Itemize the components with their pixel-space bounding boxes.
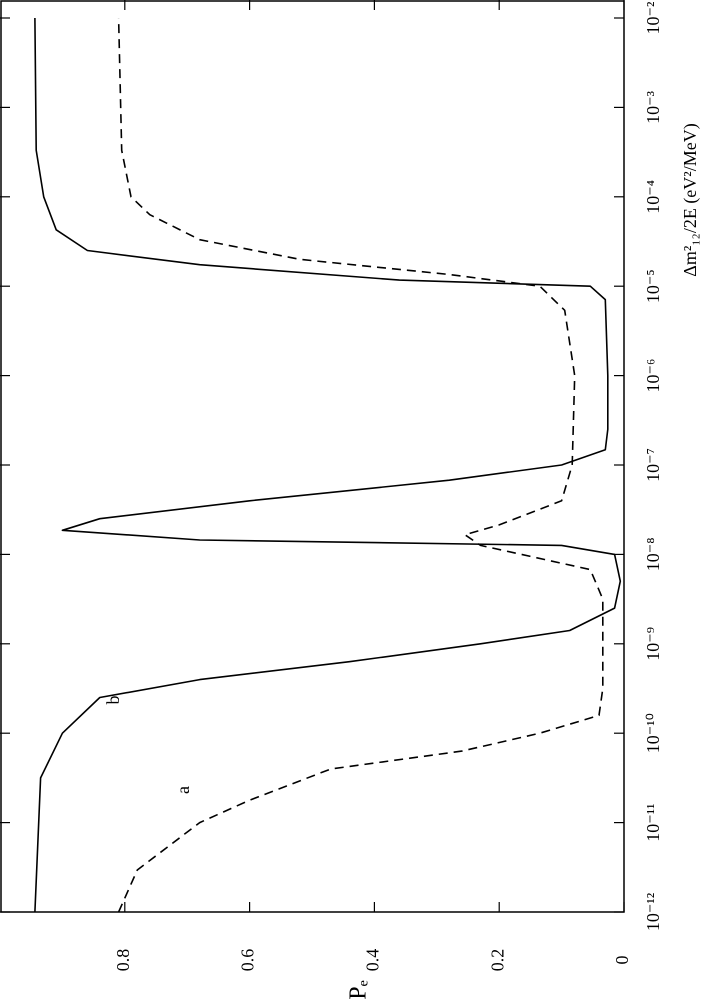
y-tick-label: 0.6 [238,949,258,972]
x-tick-label: 10⁻⁷ [643,448,663,482]
x-tick-label: 10⁻⁴ [643,180,663,214]
x-tick-label: 10⁻¹² [643,893,663,931]
curve-label: a [173,786,193,794]
x-tick-label: 10⁻¹⁰ [643,713,663,753]
x-axis-label: Δm²₁₂/2E (eV²/MeV) [680,123,701,276]
x-tick-label: 10⁻⁹ [643,627,663,661]
plot-frame [0,0,625,913]
data-line [117,17,604,913]
y-axis-label: Pₑ [346,980,372,1000]
x-tick-label: 10⁻⁸ [643,538,663,572]
x-tick-label: 10⁻² [643,2,663,35]
y-tick-label: 0 [612,956,632,965]
y-tick-label: 0.2 [487,949,507,972]
data-line [34,17,622,913]
x-tick-label: 10⁻⁵ [643,269,663,303]
y-tick-label: 0.8 [113,949,133,972]
curve-label: b [103,696,123,705]
y-tick-label: 0.4 [363,949,383,972]
x-tick-label: 10⁻³ [643,90,663,124]
x-tick-label: 10⁻⁶ [643,359,663,393]
x-tick-label: 10⁻¹¹ [643,803,663,841]
